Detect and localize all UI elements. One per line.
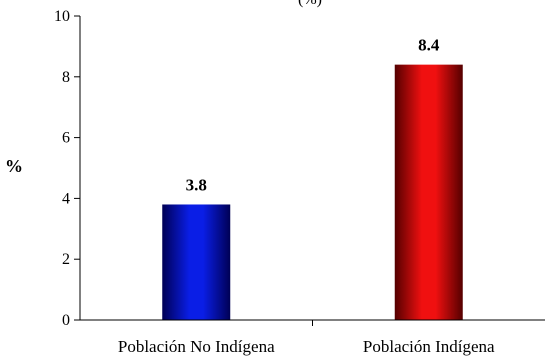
data-label: 3.8 bbox=[186, 175, 207, 194]
y-tick-label: 10 bbox=[54, 8, 70, 25]
y-axis-ticks: 0 2 4 6 8 10 bbox=[54, 8, 80, 329]
x-axis-labels: Población No Indígena Población Indígena bbox=[118, 320, 495, 356]
x-category-label: Población Indígena bbox=[363, 337, 495, 356]
bar-no-indigena bbox=[162, 204, 231, 320]
y-axis-label: % bbox=[5, 156, 23, 176]
data-label: 8.4 bbox=[418, 36, 440, 55]
y-tick-label: 6 bbox=[62, 130, 70, 147]
bars bbox=[162, 64, 463, 320]
bar-indigena bbox=[394, 64, 463, 320]
x-category-label: Población No Indígena bbox=[118, 337, 275, 356]
y-tick-label: 2 bbox=[62, 251, 70, 268]
data-labels: 3.8 8.4 bbox=[186, 36, 440, 195]
y-tick-label: 4 bbox=[62, 190, 70, 207]
y-tick-label: 0 bbox=[62, 312, 70, 329]
chart-title: (%) bbox=[298, 0, 322, 8]
y-tick-label: 8 bbox=[62, 69, 70, 86]
